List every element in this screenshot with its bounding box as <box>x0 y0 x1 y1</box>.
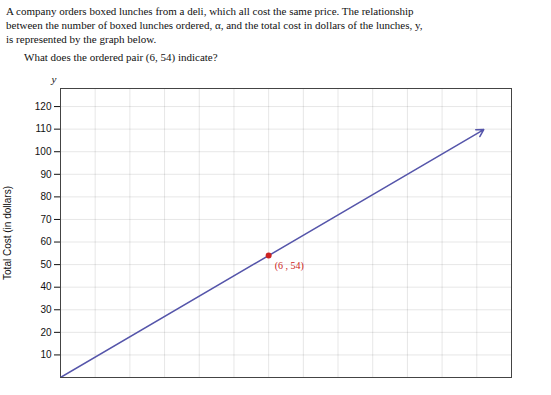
svg-text:20: 20 <box>40 327 52 338</box>
svg-text:90: 90 <box>40 168 52 179</box>
html-text:is represented by the graph be: is represented by the graph below. <box>6 33 157 45</box>
svg-text:100: 100 <box>35 146 52 157</box>
svg-text:10: 10 <box>40 349 52 360</box>
html-text:What does the ordered pair (6,: What does the ordered pair (6, 54) indic… <box>24 51 218 63</box>
html-text:between the number of boxed lu: between the number of boxed lunches orde… <box>6 19 423 31</box>
svg-text:70: 70 <box>40 214 52 225</box>
svg-text:120: 120 <box>35 101 52 112</box>
svg-text:60: 60 <box>40 236 52 247</box>
svg-text:80: 80 <box>40 191 52 202</box>
svg-text:y: y <box>51 73 57 85</box>
svg-text:(6 , 54): (6 , 54) <box>275 260 304 272</box>
svg-text:50: 50 <box>40 259 52 270</box>
svg-text:110: 110 <box>36 123 52 134</box>
svg-text:Total Cost (in dollars): Total Cost (in dollars) <box>2 186 13 280</box>
html-text:A company orders boxed lunches: A company orders boxed lunches from a de… <box>6 5 414 17</box>
svg-text:40: 40 <box>40 281 52 292</box>
svg-text:30: 30 <box>40 304 52 315</box>
